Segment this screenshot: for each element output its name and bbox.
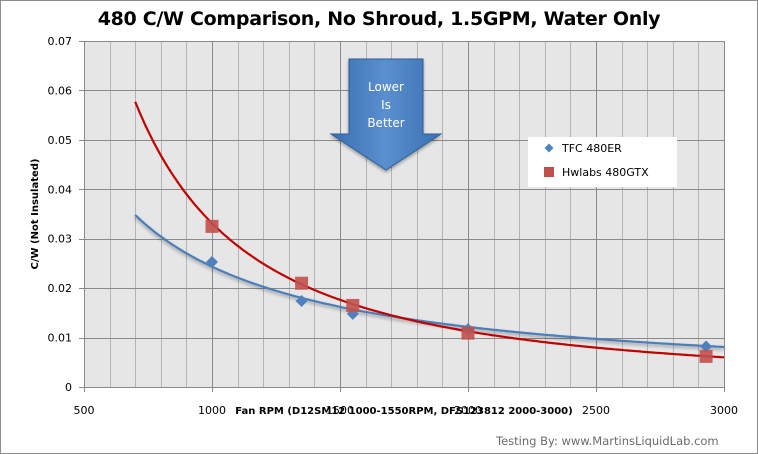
trendline-tfc-480er — [134, 214, 725, 349]
y-tick-label: 0 — [65, 381, 72, 394]
data-point-square — [295, 276, 309, 290]
arrow-shape — [329, 58, 443, 171]
legend-box — [528, 137, 677, 187]
y-tick-label: 0.02 — [48, 282, 73, 295]
data-point-diamond — [295, 294, 308, 307]
legend: TFC 480ER Hwlabs 480GTX — [528, 137, 677, 187]
data-point-square — [461, 326, 475, 340]
data-point-square — [346, 298, 360, 312]
lower-is-better-arrow: Lower Is Better — [329, 58, 443, 171]
data-point-diamond — [700, 340, 713, 353]
arrow-label: Better — [367, 116, 404, 130]
tick-labels: 0 0.01 0.02 0.03 0.04 0.05 0.06 0.07 500 1000 1500… — [48, 35, 739, 417]
data-markers — [205, 219, 713, 363]
x-tick-label: 1000 — [198, 404, 226, 417]
y-axis-title: C/W (Not Insulated) — [30, 159, 41, 270]
x-tick-label: 500 — [74, 404, 95, 417]
arrow-label: Is — [381, 98, 391, 112]
legend-square-icon — [544, 167, 554, 177]
data-point-square — [699, 349, 713, 363]
legend-label: TFC 480ER — [561, 142, 622, 155]
credit-text: Testing By: www.MartinsLiquidLab.com — [495, 434, 719, 448]
legend-label: Hwlabs 480GTX — [562, 166, 649, 179]
y-tick-label: 0.03 — [48, 233, 73, 246]
x-axis-title: Fan RPM (D12SM12 1000-1550RPM, DFS123812… — [235, 406, 572, 417]
chart-title: 480 C/W Comparison, No Shroud, 1.5GPM, W… — [97, 8, 661, 30]
y-tick-label: 0.07 — [48, 35, 73, 48]
x-tick-label: 2500 — [582, 404, 610, 417]
x-tick-label: 3000 — [710, 404, 738, 417]
data-point-diamond — [206, 255, 218, 268]
legend-diamond-icon — [544, 143, 554, 153]
y-tick-label: 0.06 — [48, 84, 73, 97]
y-tick-label: 0.05 — [48, 134, 73, 147]
y-tick-label: 0.01 — [48, 332, 73, 345]
x-tick-label: 2000 — [454, 404, 482, 417]
arrow-label: Lower — [368, 80, 404, 94]
trendlines — [134, 101, 725, 359]
trendline-hwlabs-480gtx — [134, 101, 725, 359]
y-tick-label: 0.04 — [48, 183, 73, 196]
data-point-square — [205, 219, 219, 233]
axes — [79, 41, 725, 392]
x-tick-label: 1500 — [326, 404, 354, 417]
